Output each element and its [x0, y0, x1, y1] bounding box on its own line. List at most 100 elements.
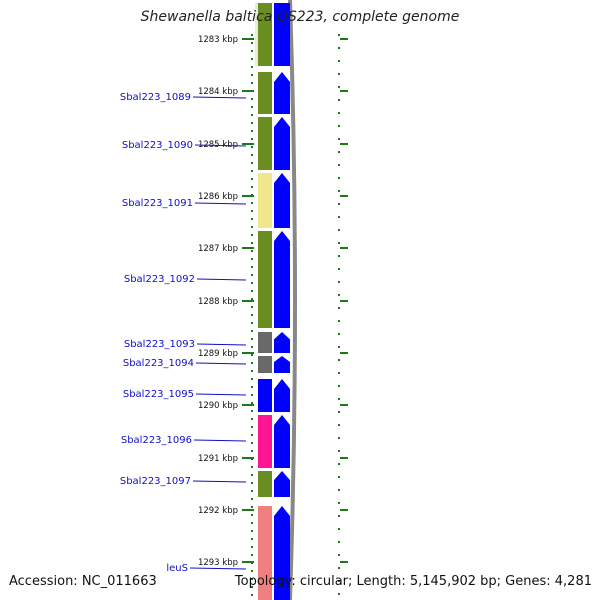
ruler-dot — [251, 330, 253, 332]
ruler-dot — [251, 130, 253, 132]
ruler-dot — [338, 476, 340, 478]
ruler-dot — [338, 515, 340, 517]
gene-label: Sbal223_1091 — [122, 198, 193, 209]
gene-label: Sbal223_1096 — [121, 435, 192, 446]
ruler-dot — [338, 294, 340, 296]
ruler-dot — [338, 99, 340, 101]
gene-block — [258, 3, 272, 66]
ruler-dot — [251, 266, 253, 268]
kbp-tick-label: 1286 kbp — [198, 192, 238, 202]
gene-block — [258, 506, 272, 600]
ruler-dot — [338, 580, 340, 582]
ruler-dot — [338, 281, 340, 283]
kbp-tick-label: 1290 kbp — [198, 401, 238, 411]
ruler-dot — [251, 122, 253, 124]
gene-label-line — [193, 439, 247, 442]
ruler-dot — [251, 106, 253, 108]
ruler-dot — [338, 346, 340, 348]
gene-block — [258, 117, 272, 170]
ruler-dot — [251, 426, 253, 428]
gene-label-line — [196, 343, 247, 346]
ruler-dot — [251, 170, 253, 172]
gene-block — [258, 231, 272, 328]
ruler-dot — [338, 489, 340, 491]
kbp-tick-label: 1289 kbp — [198, 349, 238, 359]
ruler-dot — [251, 218, 253, 220]
ruler-dot — [251, 522, 253, 524]
ruler-dot — [338, 437, 340, 439]
gene-block — [258, 471, 272, 497]
gene-arrow — [274, 415, 290, 468]
ruler-dot — [338, 411, 340, 413]
ruler-dot — [251, 362, 253, 364]
ruler-dot — [251, 178, 253, 180]
gene-arrow — [274, 471, 290, 497]
gene-arrow — [274, 173, 290, 228]
ruler-dot — [251, 282, 253, 284]
ruler-dot — [251, 538, 253, 540]
genome-summary-text: Topology: circular; Length: 5,145,902 bp… — [234, 574, 592, 589]
ruler-dot — [338, 190, 340, 192]
ruler-dot — [338, 567, 340, 569]
ruler-dot — [338, 164, 340, 166]
ruler-dot — [251, 274, 253, 276]
ruler-dot — [338, 60, 340, 62]
ruler-dot — [251, 594, 253, 596]
ruler-dot — [251, 506, 253, 508]
ruler-dot — [251, 42, 253, 44]
ruler-dot — [251, 418, 253, 420]
ruler-dot — [251, 234, 253, 236]
gene-arrow — [274, 231, 290, 328]
gene-label: Sbal223_1092 — [124, 274, 195, 285]
gene-block — [258, 332, 272, 353]
gene-label-line — [195, 362, 247, 365]
ruler-dot — [251, 186, 253, 188]
gene-label-line — [195, 393, 247, 396]
ruler-dot — [338, 229, 340, 231]
gene-arrow — [274, 356, 290, 373]
ruler-dot — [251, 242, 253, 244]
gene-block — [258, 173, 272, 228]
ruler-dot — [338, 359, 340, 361]
gene-label-line — [189, 567, 247, 570]
ruler-dot — [251, 154, 253, 156]
ruler-dot — [338, 424, 340, 426]
kbp-tick-label: 1287 kbp — [198, 244, 238, 254]
ruler-dot — [251, 386, 253, 388]
ruler-dot — [338, 86, 340, 88]
kbp-tick-label: 1293 kbp — [198, 558, 238, 568]
ruler-dot — [338, 593, 340, 595]
ruler-dot — [251, 146, 253, 148]
ruler-dot — [338, 34, 340, 36]
kbp-tick-label: 1292 kbp — [198, 506, 238, 516]
ruler-dot — [251, 226, 253, 228]
ruler-dot — [338, 372, 340, 374]
ruler-dot — [338, 151, 340, 153]
ruler-dot — [338, 528, 340, 530]
ruler-dot — [338, 385, 340, 387]
accession-text: Accession: NC_011663 — [9, 574, 157, 589]
ruler-dot — [338, 554, 340, 556]
ruler-dot — [338, 125, 340, 127]
ruler-dot — [338, 112, 340, 114]
backbone-line — [288, 0, 297, 600]
ruler-dot — [251, 322, 253, 324]
ruler-dot — [251, 378, 253, 380]
ruler-dot — [338, 242, 340, 244]
ruler-dot — [251, 578, 253, 580]
ruler-dot — [251, 162, 253, 164]
ruler-dot — [251, 370, 253, 372]
ruler-dot — [251, 314, 253, 316]
ruler-dot — [251, 250, 253, 252]
gene-block — [258, 415, 272, 468]
ruler-dot — [251, 546, 253, 548]
ruler-dot — [338, 47, 340, 49]
map-title: Shewanella baltica OS223, complete genom… — [140, 9, 460, 25]
ruler-dot — [338, 177, 340, 179]
gene-arrow — [274, 3, 290, 66]
gene-block — [258, 379, 272, 412]
ruler-dot — [338, 333, 340, 335]
gene-label: Sbal223_1097 — [120, 476, 191, 487]
ruler-dot — [338, 502, 340, 504]
